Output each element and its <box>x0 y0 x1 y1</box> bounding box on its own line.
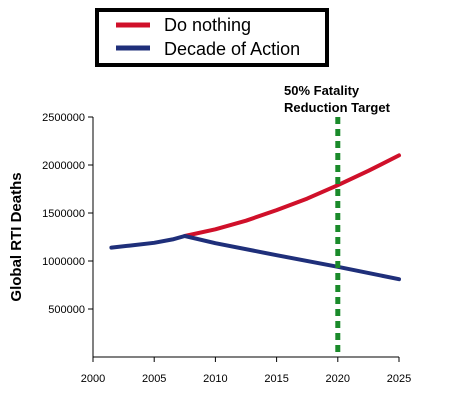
x-tick-label: 2010 <box>203 373 227 385</box>
series-layer <box>109 153 401 282</box>
legend-label-decade-of-action: Decade of Action <box>164 39 300 59</box>
x-tick-label: 2015 <box>264 373 288 385</box>
y-tick-label: 2000000 <box>42 160 85 172</box>
annotation-line-2: Reduction Target <box>284 100 391 115</box>
x-tick-label: 2000 <box>81 373 105 385</box>
x-tick-label: 2020 <box>326 373 350 385</box>
x-tick-label: 2025 <box>387 373 411 385</box>
legend-box <box>95 8 329 67</box>
y-tick-label: 500000 <box>48 304 85 316</box>
x-ticks: 2000 2005 2010 2015 2020 2025 <box>81 357 411 385</box>
y-tick-label: 2500000 <box>42 112 85 124</box>
y-axis-title: Global RTI Deaths <box>8 172 25 301</box>
y-tick-label: 1500000 <box>42 208 85 220</box>
legend-label-do-nothing: Do nothing <box>164 15 251 35</box>
axes: 2000 2005 2010 2015 2020 2025 500000 1000000 15… <box>42 112 411 385</box>
annotation-line-1: 50% Fatality <box>284 83 360 98</box>
annotation: 50% Fatality Reduction Target <box>284 83 391 357</box>
x-tick-label: 2005 <box>142 373 166 385</box>
legend: Do nothing Decade of Action <box>95 8 329 67</box>
y-ticks: 500000 1000000 1500000 2000000 2500000 <box>42 112 93 316</box>
series-line-decade-of-action <box>109 234 401 282</box>
y-tick-label: 1000000 <box>42 256 85 268</box>
series-line-do-nothing <box>182 153 401 238</box>
